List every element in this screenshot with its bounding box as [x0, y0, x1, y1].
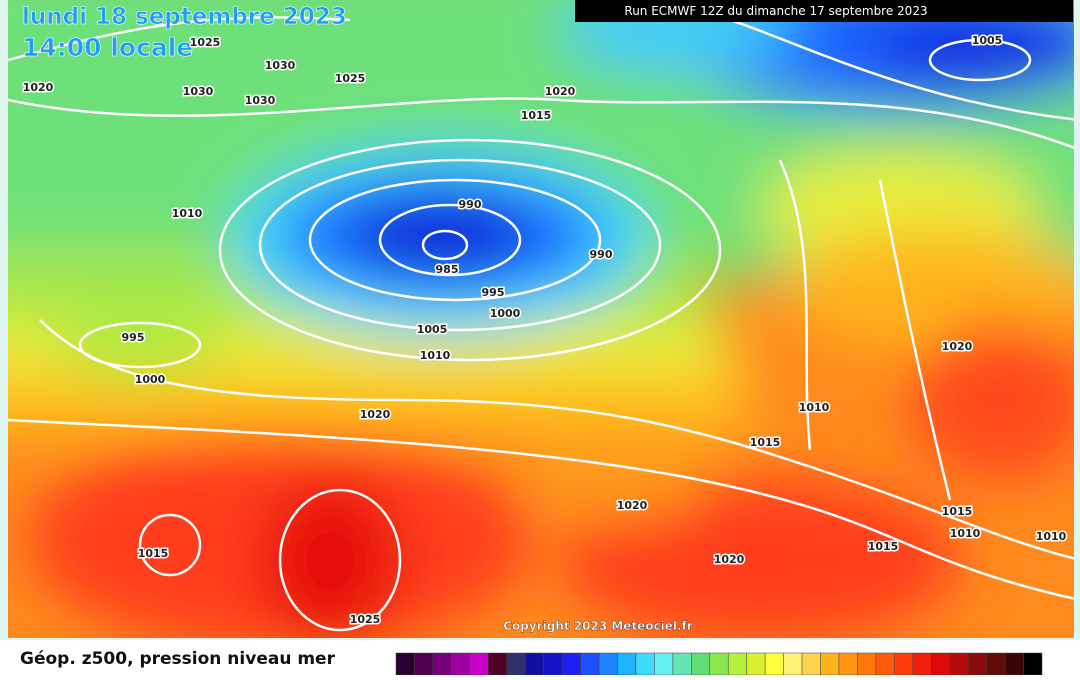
isobar-label: 1015 — [868, 540, 899, 553]
isobar-label: 1030 — [183, 85, 214, 98]
isobar-label: 1015 — [138, 547, 169, 560]
color-swatch — [949, 652, 969, 676]
isobar-label: 1020 — [714, 553, 745, 566]
isobar-label: 995 — [122, 331, 145, 344]
isobar-label: 1005 — [972, 34, 1003, 47]
color-swatch — [598, 652, 618, 676]
color-swatch — [1023, 652, 1043, 676]
color-bar — [395, 652, 1043, 676]
color-swatch — [875, 652, 895, 676]
color-swatch — [857, 652, 877, 676]
isobar-label: 1000 — [135, 373, 166, 386]
isobar-label: 985 — [436, 263, 459, 276]
isobar-label: 1020 — [617, 499, 648, 512]
color-swatch — [967, 652, 987, 676]
isobar-label: 1010 — [1036, 530, 1067, 543]
isobar-label: 1010 — [950, 527, 981, 540]
isobar-label: 1020 — [942, 340, 973, 353]
isobar-label: 1025 — [350, 613, 381, 626]
isobars — [8, 8, 1074, 632]
isobar-label: 1015 — [521, 109, 552, 122]
color-swatch — [783, 652, 803, 676]
isobar-label: 990 — [590, 248, 613, 261]
color-swatch — [820, 652, 840, 676]
date-title: lundi 18 septembre 2023 — [22, 4, 347, 30]
color-swatch — [414, 652, 434, 676]
color-swatch — [727, 652, 747, 676]
color-field — [8, 0, 1074, 638]
color-swatch — [488, 652, 507, 676]
color-swatch — [894, 652, 914, 676]
color-swatch — [912, 652, 932, 676]
color-swatch — [691, 652, 711, 676]
color-swatch — [801, 652, 821, 676]
color-swatch — [931, 652, 950, 676]
color-swatch — [543, 652, 563, 676]
color-swatch — [746, 652, 766, 676]
isobar-label: 990 — [459, 198, 482, 211]
isobar-label: 1025 — [190, 36, 221, 49]
color-swatch — [617, 652, 637, 676]
color-swatch — [580, 652, 600, 676]
color-swatch — [764, 652, 784, 676]
isobar-label: 1020 — [23, 81, 54, 94]
isobar-label: 995 — [482, 286, 505, 299]
isobar-label: 1030 — [265, 59, 296, 72]
color-swatch — [506, 652, 526, 676]
copyright: Copyright 2023 Meteociel.fr — [503, 619, 693, 633]
isobar-label: 1015 — [942, 505, 973, 518]
color-swatch — [709, 652, 729, 676]
time-title: 14:00 locale — [22, 33, 193, 62]
isobar-label: 1010 — [172, 207, 203, 220]
isobar-label: 1025 — [335, 72, 366, 85]
color-swatch — [654, 652, 674, 676]
color-swatch — [561, 652, 581, 676]
isobar-labels: 1025 1030 1030 1030 1025 1020 1020 1015 1005 1010… — [21, 33, 1068, 628]
legend-title: Géop. z500, pression niveau mer — [20, 649, 336, 669]
color-swatch — [451, 652, 471, 676]
isobar-label: 1000 — [490, 307, 521, 320]
color-swatch — [469, 652, 489, 676]
isobar-label: 1015 — [750, 436, 781, 449]
color-swatch — [672, 652, 692, 676]
isobar-label: 1020 — [360, 408, 391, 421]
color-swatch — [838, 652, 858, 676]
run-info: Run ECMWF 12Z du dimanche 17 septembre 2… — [624, 4, 927, 18]
isobar-label: 1020 — [545, 85, 576, 98]
color-swatch — [432, 652, 452, 676]
isobar-label: 1030 — [245, 94, 276, 107]
color-swatch — [395, 652, 415, 676]
isobar-label: 1010 — [799, 401, 830, 414]
isobar-label: 1010 — [420, 349, 451, 362]
color-swatch — [986, 652, 1006, 676]
color-swatch — [1004, 652, 1024, 676]
run-banner — [575, 0, 1073, 22]
color-swatch — [635, 652, 655, 676]
color-swatch — [524, 652, 544, 676]
isobar-label: 1005 — [417, 323, 448, 336]
